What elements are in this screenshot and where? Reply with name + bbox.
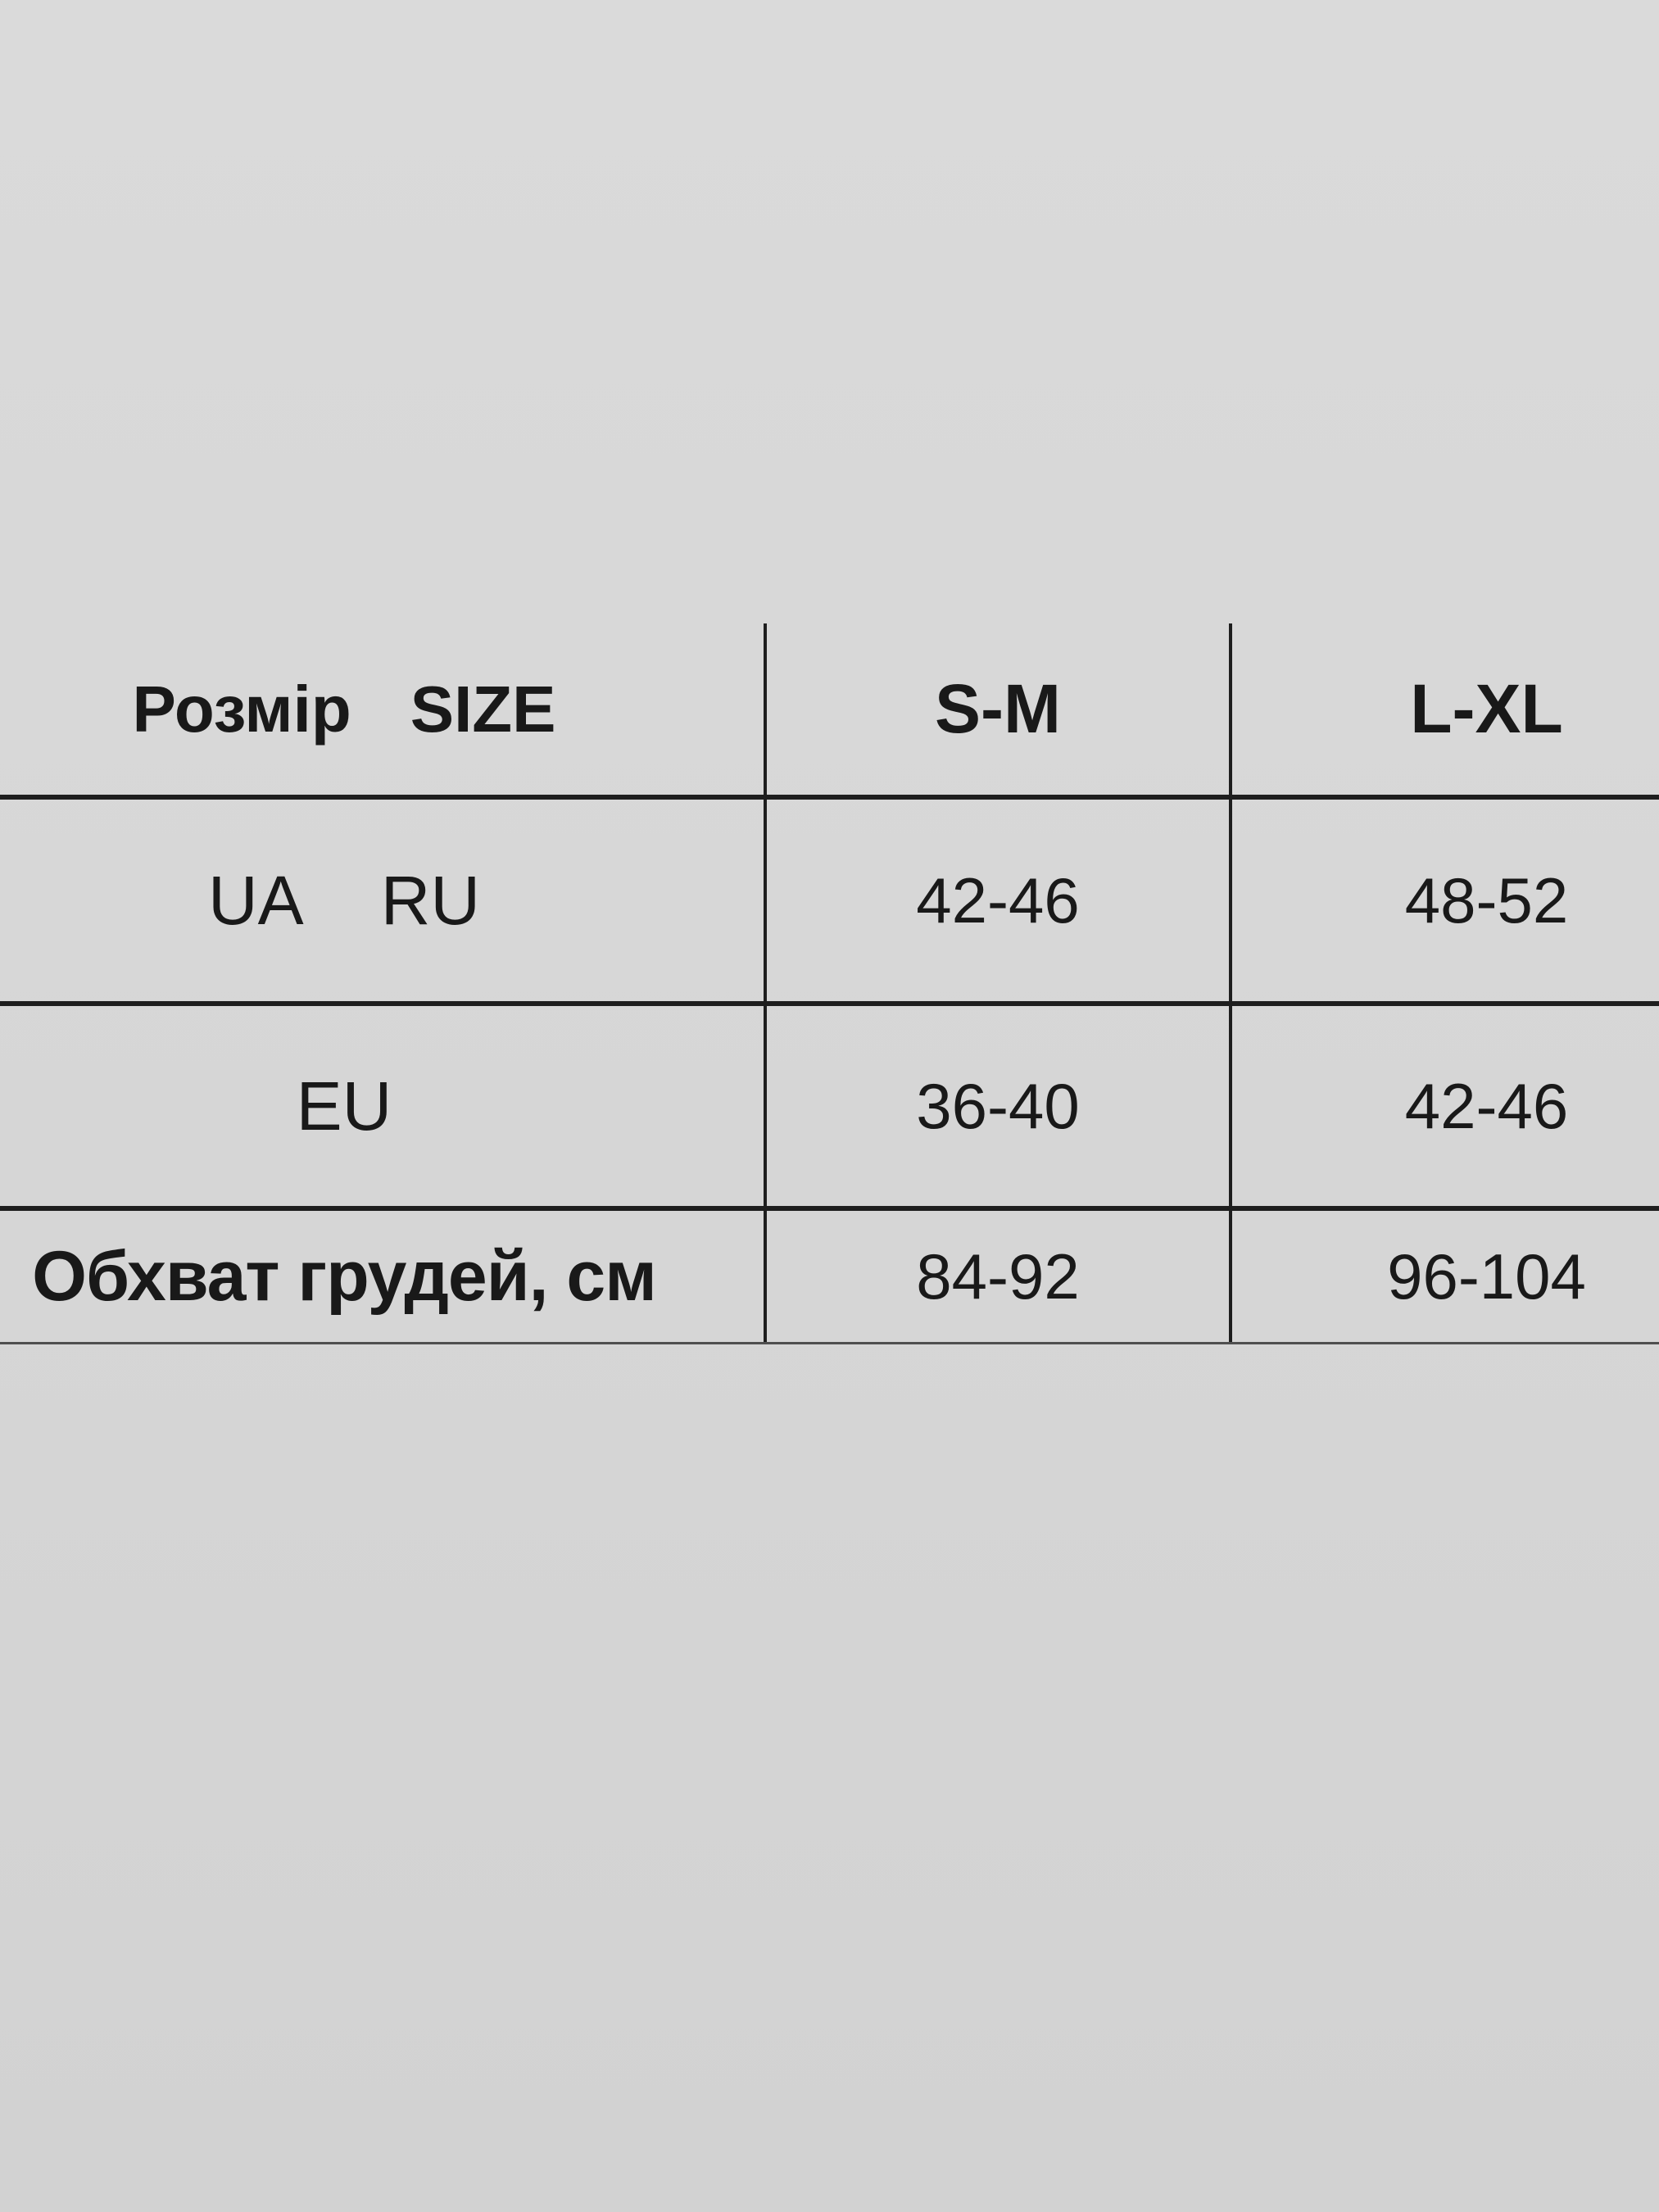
value-cell-sm: 42-46: [764, 800, 1229, 1001]
value-sm: 36-40: [916, 1069, 1080, 1142]
value-cell-lxl: 48-52: [1229, 800, 1659, 1001]
ru-label: RU: [380, 861, 481, 939]
header-lxl-label: L-XL: [1410, 670, 1563, 747]
value-cell-lxl: 96-104: [1229, 1211, 1659, 1342]
value-lxl: 96-104: [1387, 1240, 1586, 1312]
row-label-cell: EU: [0, 1006, 764, 1206]
header-cell-size: Розмір SIZE: [0, 623, 764, 795]
table-row-ua-ru: UA RU 42-46 48-52: [0, 795, 1659, 1001]
value-sm: 42-46: [916, 863, 1080, 936]
header-label-ua: Розмір: [132, 672, 351, 746]
eu-label: EU: [296, 1067, 392, 1145]
row-label-cell: UA RU: [0, 800, 764, 1001]
value-sm: 84-92: [916, 1240, 1080, 1312]
value-lxl: 42-46: [1404, 1069, 1569, 1142]
value-cell-lxl: 42-46: [1229, 1006, 1659, 1206]
value-lxl: 48-52: [1404, 863, 1569, 936]
header-cell-sm: S-M: [764, 623, 1229, 795]
size-table: Розмір SIZE S-M L-XL UA RU 42-46 48-52: [0, 623, 1659, 1344]
header-sm-label: S-M: [935, 670, 1061, 747]
header-cell-lxl: L-XL: [1229, 623, 1659, 795]
row-label-cell: Обхват грудей, см: [0, 1211, 764, 1342]
chest-label: Обхват грудей, см: [32, 1236, 657, 1316]
value-cell-sm: 36-40: [764, 1006, 1229, 1206]
table-row-chest: Обхват грудей, см 84-92 96-104: [0, 1206, 1659, 1342]
value-cell-sm: 84-92: [764, 1211, 1229, 1342]
table-row-eu: EU 36-40 42-46: [0, 1001, 1659, 1206]
ua-label: UA: [207, 861, 304, 939]
table-header-row: Розмір SIZE S-M L-XL: [0, 623, 1659, 795]
header-label-en: SIZE: [410, 672, 556, 746]
